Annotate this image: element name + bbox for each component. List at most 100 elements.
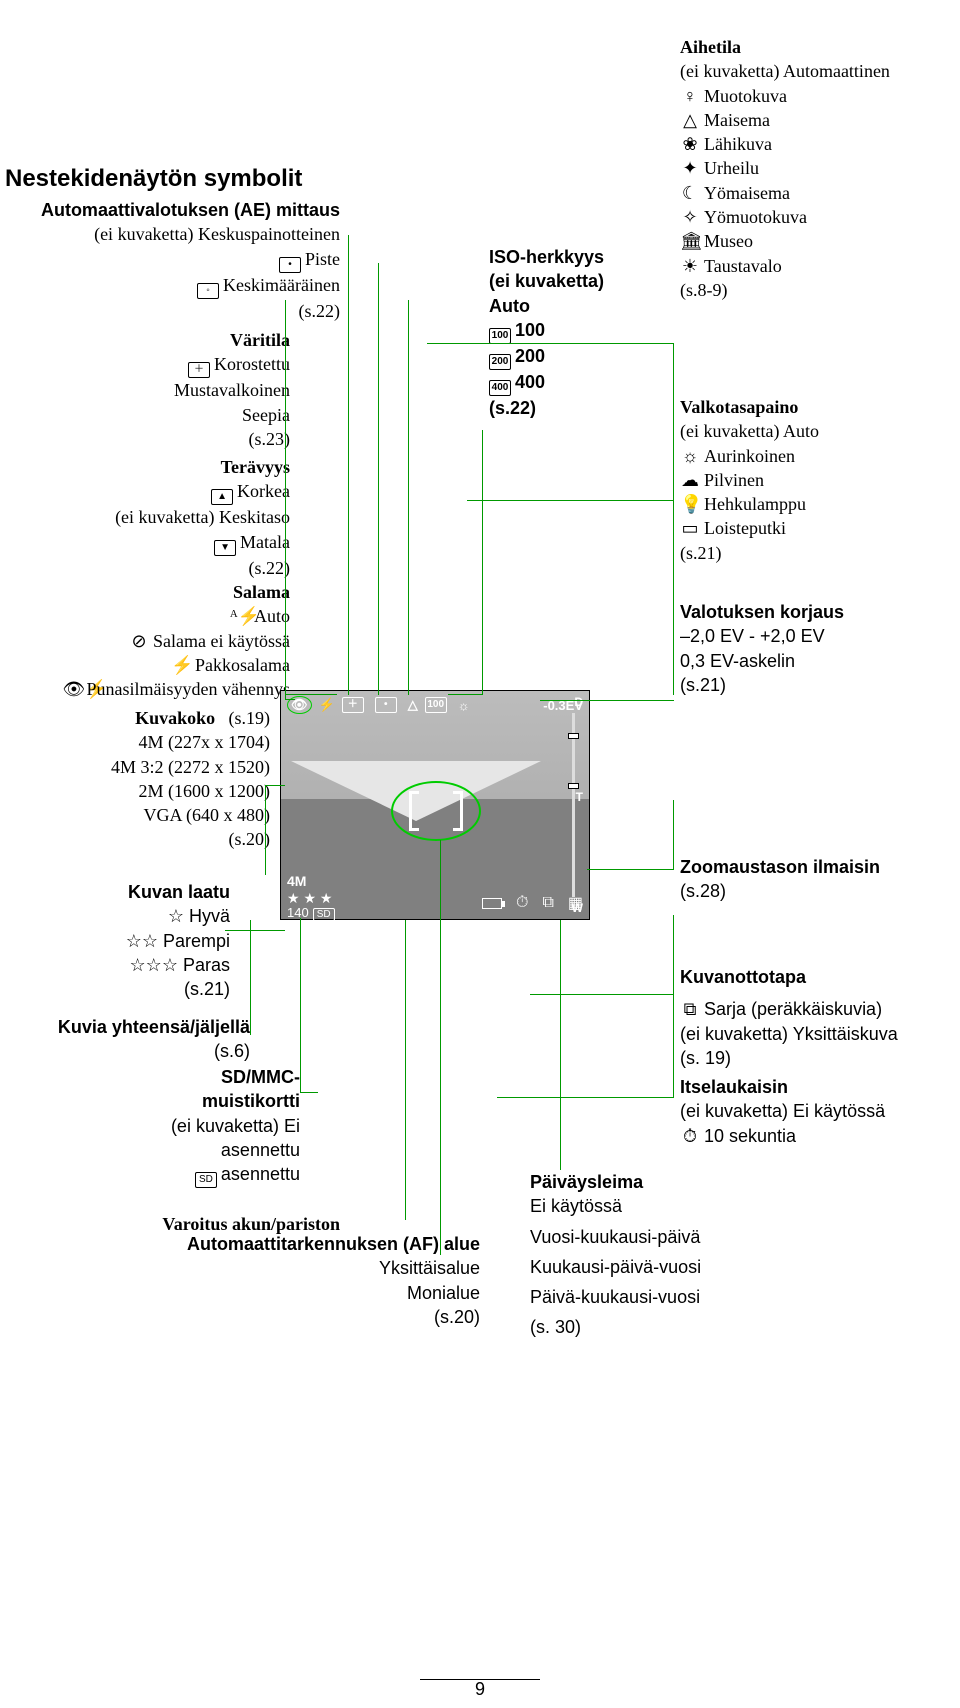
wb-item: ☼Aurinkoinen: [680, 444, 950, 468]
vf-count-area: 140 SD: [287, 905, 335, 921]
sport-icon: ✦: [680, 156, 700, 180]
vf-landscape-icon: △: [408, 697, 418, 713]
vf-zoom-knob-t: [568, 783, 579, 789]
connector: [378, 263, 379, 695]
varitila-heading: Väritila: [5, 328, 290, 352]
teravyys-item: ▼Matala: [5, 530, 290, 556]
vf-zoom-bar: D T W: [563, 695, 583, 915]
iso-heading: ISO-herkkyys: [489, 245, 649, 269]
ae-item: (ei kuvaketta) Keskuspainotteinen: [5, 222, 340, 246]
connector: [560, 920, 561, 1170]
section-varitila: Väritila ＋Korostettu Mustavalkoinen Seep…: [5, 328, 290, 451]
iso-400-icon: 400: [489, 380, 511, 396]
portrait-icon: ♀: [680, 84, 700, 108]
page-title: Nestekidenäytön symbolit: [5, 165, 302, 193]
vf-zoom-knob-d: [568, 733, 579, 739]
kuvakoko-item: 2M (1600 x 1200): [5, 779, 270, 803]
sd-text: SDasennettu: [60, 1162, 300, 1188]
varitila-item: Seepia: [5, 403, 290, 427]
aihe-item: ☀Taustavalo: [680, 254, 950, 278]
section-salama: Salama ᴬ⚡Auto ⊘Salama ei käytössä ⚡Pakko…: [5, 580, 290, 701]
aihe-item: ✧Yömuotokuva: [680, 205, 950, 229]
self-text: (ei kuvaketta) Ei käytössä: [680, 1099, 950, 1123]
connector: [467, 500, 674, 695]
connector: [348, 235, 349, 695]
vf-meter-icon: •: [375, 697, 397, 713]
connector: [285, 520, 337, 695]
page-number: 9: [0, 1679, 960, 1700]
sharp-high-icon: ▲: [211, 489, 233, 505]
laatu-item: ☆☆☆ Paras: [5, 953, 230, 977]
timer-icon: ⏱: [680, 1124, 700, 1148]
section-ae: Automaattivalotuksen (AE) mittaus (ei ku…: [5, 198, 340, 323]
vf-battery-icon: [482, 898, 502, 909]
cloud-icon: ☁: [680, 468, 700, 492]
connector: [285, 400, 325, 695]
vf-burst-icon: ⧉: [542, 894, 553, 912]
wb-item: ▭Loisteputki: [680, 516, 950, 540]
af-heading: Automaattitarkennuksen (AF) alue: [30, 1232, 480, 1256]
vf-date-icon: ▦: [568, 893, 583, 913]
connector: [225, 930, 285, 931]
ev-note: (s.21): [680, 673, 950, 697]
aihe-note: (s.8-9): [680, 278, 950, 302]
laatu-item: ☆ Hyvä: [5, 904, 230, 928]
vf-iso-icon: 100: [425, 697, 447, 713]
ae-note: (s.22): [5, 299, 340, 323]
teravyys-note: (s.22): [5, 556, 290, 580]
aihe-auto: (ei kuvaketta) Automaattinen: [680, 59, 950, 83]
wb-note: (s.21): [680, 541, 950, 565]
vf-count: 140: [287, 905, 309, 920]
sharp-low-icon: ▼: [214, 540, 236, 556]
capture-heading: Kuvanottotapa: [680, 965, 950, 989]
laatu-item: ☆☆ Parempi: [5, 929, 230, 953]
vf-sd-icon: SD: [313, 908, 335, 921]
date-item: Ei käytössä: [530, 1194, 800, 1218]
zoom-note: (s.28): [680, 879, 960, 903]
aihe-item: △Maisema: [680, 108, 950, 132]
sd-text: asennettu: [60, 1138, 300, 1162]
date-note: (s. 30): [530, 1315, 800, 1339]
af-item: Yksittäisalue: [30, 1256, 480, 1280]
sun-icon: ☼: [680, 444, 700, 468]
connector: [300, 918, 318, 1093]
vf-top-row: 👁 ⚡ ＋ • △ 100 ☼ -0.3EV: [287, 696, 583, 714]
section-iso: ISO-herkkyys (ei kuvaketta) Auto 100100 …: [489, 245, 649, 420]
fluor-icon: ▭: [680, 516, 700, 540]
iso-item: 200200: [489, 344, 649, 370]
date-item: Päivä-kuukausi-vuosi: [530, 1285, 800, 1309]
date-item: Kuukausi-päivä-vuosi: [530, 1255, 800, 1279]
kuvakoko-note: (s.19): [229, 708, 271, 728]
laatu-note: (s.21): [5, 977, 230, 1001]
macro-icon: ❀: [680, 132, 700, 156]
vf-bracket-left: [409, 791, 419, 831]
connector: [587, 800, 674, 870]
capture-item: ⧉Sarja (peräkkäiskuvia): [680, 997, 950, 1021]
teravyys-item: ▲Korkea: [5, 479, 290, 505]
teravyys-item: (ei kuvaketta) Keskitaso: [5, 505, 290, 529]
section-af: Automaattitarkennuksen (AF) alue Yksittä…: [30, 1232, 480, 1329]
night-icon: ☾: [680, 181, 700, 205]
kuvakoko-note2: (s.20): [5, 827, 270, 851]
ae-item: •Piste: [5, 247, 340, 273]
ae-heading: Automaattivalotuksen (AE) mittaus: [5, 198, 340, 222]
sd-heading: SD/MMC- muistikortti: [60, 1065, 300, 1114]
vf-eye-icon: 👁: [287, 696, 312, 714]
backlight-icon: ☀: [680, 254, 700, 278]
self-item: ⏱10 sekuntia: [680, 1124, 950, 1148]
ev-text: –2,0 EV - +2,0 EV: [680, 624, 950, 648]
af-note: (s.20): [30, 1305, 480, 1329]
yhteensa-heading: Kuvia yhteensä/jäljellä: [0, 1015, 250, 1039]
aihe-item: ♀Muotokuva: [680, 84, 950, 108]
section-sd: SD/MMC- muistikortti (ei kuvaketta) Ei a…: [60, 1065, 300, 1188]
star-icon: ☆: [168, 906, 189, 926]
salama-item: ⚡Pakkosalama: [5, 653, 290, 677]
pagenum-rule: [420, 1679, 540, 1680]
vf-zoom-track: [572, 713, 575, 897]
vf-focus-circle: [391, 781, 481, 841]
yhteensa-note: (s.6): [0, 1039, 250, 1063]
salama-item: ⊘Salama ei käytössä: [5, 629, 290, 653]
wb-item: ☁Pilvinen: [680, 468, 950, 492]
museum-icon: 🏛: [680, 229, 700, 253]
iso-item: 100100: [489, 318, 649, 344]
